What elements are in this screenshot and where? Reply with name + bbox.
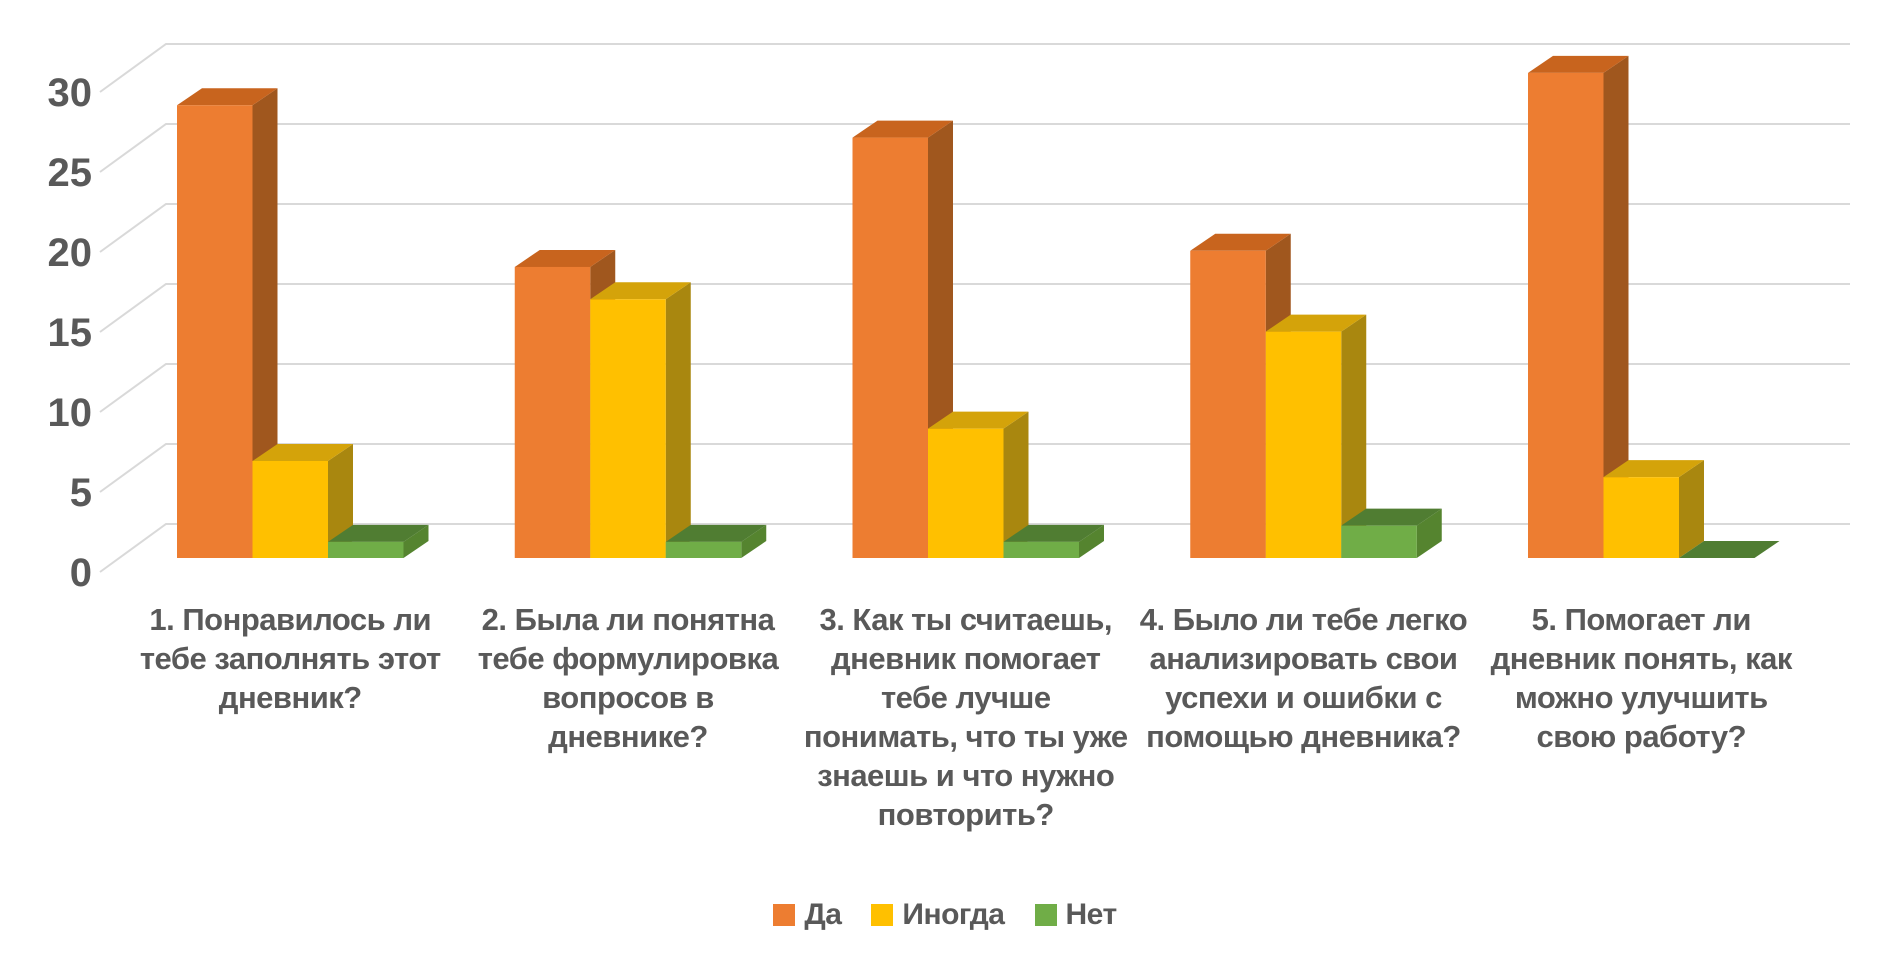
bar-Нет-5 (1679, 541, 1780, 558)
bar-Нет-3 (1003, 524, 1104, 558)
y-axis-tick: 25 (48, 151, 93, 195)
category-label: 5. Помогает ли дневник понять, как можно… (1490, 602, 1793, 754)
bar-Нет-4 (1341, 508, 1442, 558)
legend-item: Иногда (871, 898, 1005, 932)
bar-Иногда-5 (1603, 460, 1704, 558)
bar-Иногда-2 (590, 282, 691, 558)
y-axis-tick: 0 (70, 551, 92, 595)
legend-item: Да (773, 898, 842, 932)
y-axis-tick: 15 (48, 311, 93, 355)
bar-Да-5 (1528, 55, 1629, 559)
bar-Да-1 (177, 88, 278, 559)
y-axis-tick: 10 (48, 391, 93, 435)
gridline (99, 203, 1850, 253)
legend-label: Нет (1065, 898, 1118, 931)
chart-legend: Да Иногда Нет (0, 898, 1890, 932)
bar-Иногда-3 (928, 411, 1029, 558)
category-label: 4. Было ли тебе легко анализировать свои… (1139, 602, 1468, 754)
legend-label: Да (804, 898, 842, 931)
y-axis-tick: 5 (70, 471, 92, 515)
category-label: 1. Понравилось ли тебе заполнять этот дн… (139, 602, 441, 715)
legend-swatch-icon (871, 904, 894, 926)
bar-Иногда-4 (1265, 314, 1367, 558)
legend-item: Нет (1034, 898, 1118, 932)
bar-Нет-2 (665, 524, 767, 558)
gridline (99, 123, 1850, 173)
legend-swatch-icon (1034, 904, 1057, 926)
bar-Иногда-1 (252, 443, 353, 558)
legend-label: Иногда (902, 898, 1005, 931)
y-axis-tick: 20 (48, 231, 93, 275)
bar-Нет-1 (328, 524, 429, 558)
gridline (99, 43, 1850, 93)
category-label: 3. Как ты считаешь, дневник помогает теб… (803, 602, 1128, 832)
y-axis-tick: 30 (48, 71, 93, 115)
category-label: 2. Была ли понятна тебе формулировка воп… (477, 602, 779, 754)
legend-swatch-icon (773, 904, 796, 926)
